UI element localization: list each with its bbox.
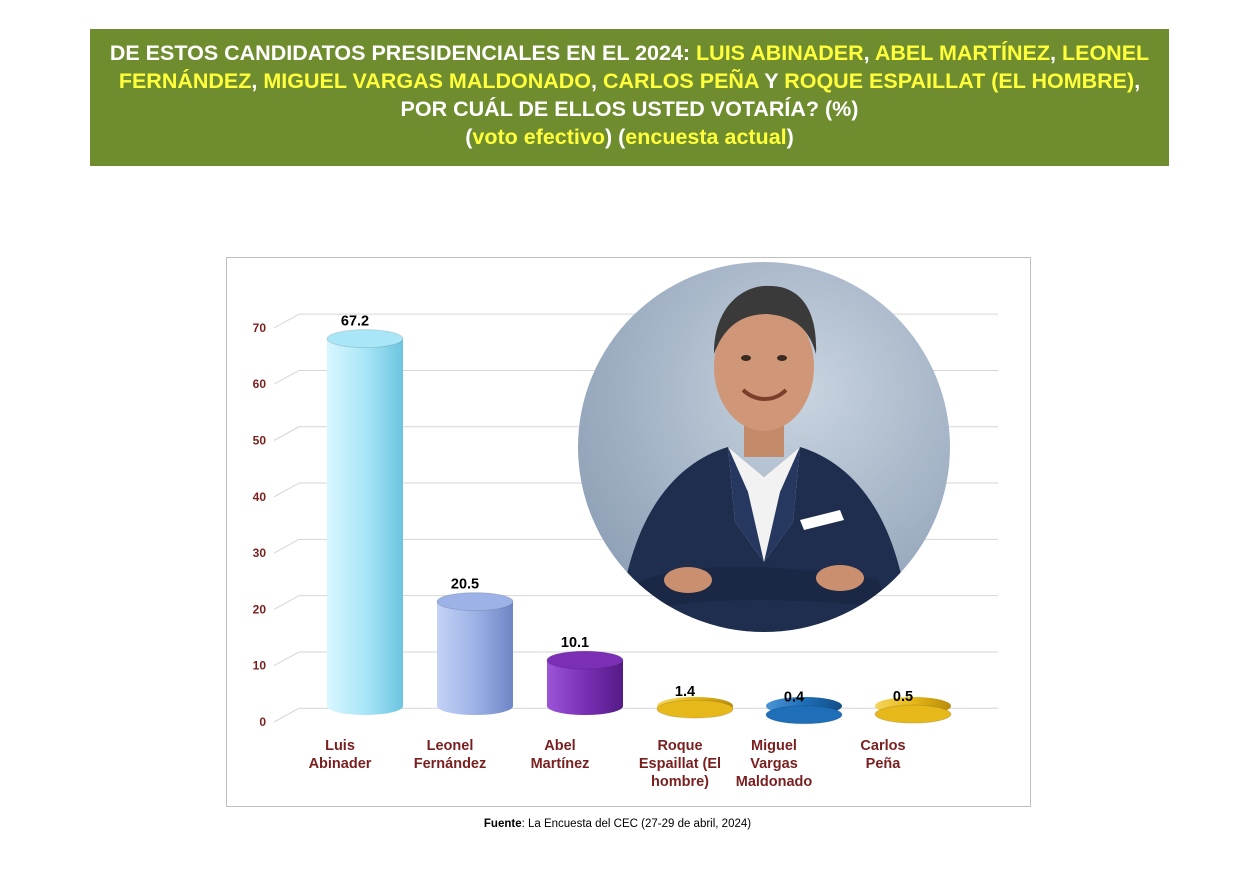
x-tick-label: Miguel Vargas Maldonado bbox=[736, 738, 813, 790]
candidate-5: CARLOS PEÑA bbox=[603, 69, 759, 93]
x-tick-label: Roque Espaillat (El hombre) bbox=[639, 738, 721, 790]
gridline-diagonal bbox=[273, 595, 300, 610]
bar-body bbox=[327, 338, 403, 715]
bar-top bbox=[546, 650, 624, 670]
x-tick-label: Leonel Fernández bbox=[414, 738, 487, 772]
bar-top bbox=[656, 699, 734, 719]
subtitle-encuesta-actual: encuesta actual bbox=[625, 125, 787, 149]
value-label: 20.5 bbox=[451, 577, 479, 593]
value-labels: 67.2 20.5 10.1 1.4 0.4 0.5 bbox=[341, 314, 913, 706]
value-label: 67.2 bbox=[341, 314, 369, 330]
x-tick-label: Carlos Peña bbox=[860, 738, 905, 772]
gridline-diagonal bbox=[273, 370, 300, 385]
y-tick-label: 40 bbox=[253, 490, 267, 504]
y-tick-label: 70 bbox=[253, 321, 267, 335]
gridline-diagonal bbox=[273, 313, 300, 329]
x-tick-label: Luis Abinader bbox=[309, 738, 372, 772]
bar-body bbox=[547, 660, 623, 715]
value-label: 0.4 bbox=[784, 690, 804, 706]
y-tick-label: 50 bbox=[253, 434, 267, 448]
candidate-2: ABEL MARTÍNEZ bbox=[874, 41, 1051, 65]
chart-title: DE ESTOS CANDIDATOS PRESIDENCIALES EN EL… bbox=[90, 29, 1169, 166]
candidate-1: LUIS ABINADER bbox=[696, 41, 864, 65]
y-tick-label: 10 bbox=[253, 659, 267, 673]
bar-top bbox=[326, 329, 404, 349]
y-tick-label: 20 bbox=[253, 602, 267, 616]
y-tick-label: 60 bbox=[253, 377, 267, 391]
gridline-diagonal bbox=[273, 707, 300, 723]
x-tick-label: Abel Martínez bbox=[531, 738, 590, 772]
gridline-diagonal bbox=[273, 426, 300, 441]
y-axis: 0 10 20 30 40 50 60 70 bbox=[253, 321, 267, 729]
gridline-diagonal bbox=[273, 482, 300, 498]
gridline-diagonal bbox=[273, 538, 300, 554]
candidate-4: MIGUEL VARGAS MALDONADO bbox=[263, 69, 592, 93]
bar-top bbox=[874, 704, 952, 724]
y-tick-label: 30 bbox=[253, 546, 267, 560]
value-label: 10.1 bbox=[561, 635, 589, 651]
source-note: Fuente: La Encuesta del CEC (27-29 de ab… bbox=[483, 818, 752, 830]
gridline-diagonal bbox=[273, 651, 300, 667]
bar-body bbox=[437, 601, 513, 715]
value-label: 0.5 bbox=[893, 689, 913, 705]
person-portrait-icon bbox=[578, 262, 950, 632]
candidate-6: ROQUE ESPAILLAT (EL HOMBRE) bbox=[784, 69, 1135, 93]
value-label: 1.4 bbox=[675, 684, 695, 700]
x-axis: Luis Abinader Leonel Fernández Abel Martínez R… bbox=[309, 738, 906, 790]
candidate-3: LEONEL FERNÁNDEZ bbox=[118, 41, 1150, 93]
bar-chart: 0 10 20 30 40 50 60 70 67.2 20.5 10.1 1.4 0.4 0.5 Lu… bbox=[253, 313, 998, 790]
bar-top bbox=[765, 705, 843, 725]
y-tick-label: 0 bbox=[259, 715, 266, 729]
bar-top bbox=[436, 592, 514, 612]
bars bbox=[326, 329, 952, 725]
subtitle-voto-efectivo: voto efectivo bbox=[472, 125, 605, 149]
